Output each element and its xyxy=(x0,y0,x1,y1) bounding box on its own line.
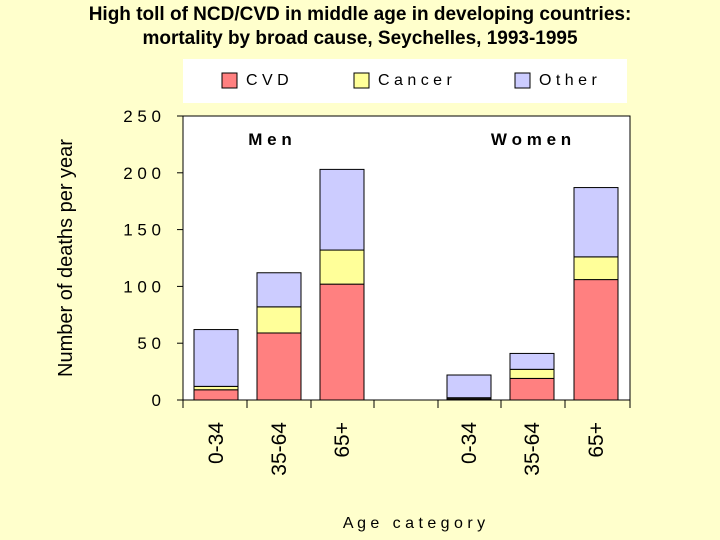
y-axis-title: Number of deaths per year xyxy=(55,139,77,377)
y-tick-label: 5 0 xyxy=(137,334,161,353)
bar-cancer-2 xyxy=(319,249,365,285)
x-tick-label: 0-34 xyxy=(205,422,228,464)
x-tick-label: 35-64 xyxy=(521,422,544,476)
bar-cvd-0 xyxy=(193,389,239,401)
legend-swatch-other xyxy=(514,72,531,89)
x-axis-title: A g e c a t e g o r y xyxy=(343,515,485,532)
x-axis: 0-34 35-64 65+ 0-34 35-64 65+ xyxy=(182,400,631,476)
chart-title-line-2: mortality by broad cause, Seychelles, 19… xyxy=(142,28,578,49)
bar-cvd-4 xyxy=(509,377,555,401)
bar-other-1 xyxy=(256,272,302,308)
legend-label-cancer: C a n c e r xyxy=(378,72,452,89)
y-tick-label: 2 5 0 xyxy=(123,107,161,126)
bar-cancer-5 xyxy=(573,256,619,281)
bar-cancer-0 xyxy=(193,385,239,391)
legend-label-cvd: C V D xyxy=(246,72,289,89)
legend-box xyxy=(183,59,627,103)
bar-other-0 xyxy=(193,329,239,387)
x-tick-label: 35-64 xyxy=(268,422,291,476)
x-tick-label: 65+ xyxy=(585,422,608,458)
y-axis: 0 5 0 1 0 0 1 5 0 2 0 0 2 5 0 xyxy=(123,107,183,410)
legend-swatch-cvd xyxy=(221,72,238,89)
plot-area xyxy=(182,115,631,401)
bar-other-3 xyxy=(446,374,492,399)
x-tick-label: 65+ xyxy=(331,422,354,458)
y-tick-label: 2 0 0 xyxy=(123,164,161,183)
bar-other-4 xyxy=(509,352,555,370)
bar-cancer-4 xyxy=(509,368,555,379)
bars xyxy=(193,168,619,401)
y-tick-label: 0 xyxy=(152,391,161,410)
x-tick-label: 0-34 xyxy=(458,422,481,464)
bar-cvd-2 xyxy=(319,283,365,401)
bar-other-5 xyxy=(573,187,619,258)
group-label-women: W o m e n xyxy=(491,130,571,149)
legend-swatch-cancer xyxy=(353,72,370,89)
legend-label-other: O t h e r xyxy=(539,72,597,89)
bar-cvd-1 xyxy=(256,332,302,401)
chart-title-line-1: High toll of NCD/CVD in middle age in de… xyxy=(88,4,632,25)
group-label-men: M e n xyxy=(248,130,291,149)
y-tick-label: 1 0 0 xyxy=(123,277,161,296)
y-tick-label: 1 5 0 xyxy=(123,221,161,240)
bar-other-2 xyxy=(319,168,365,251)
bar-cvd-5 xyxy=(573,279,619,401)
bar-cancer-1 xyxy=(256,306,302,334)
